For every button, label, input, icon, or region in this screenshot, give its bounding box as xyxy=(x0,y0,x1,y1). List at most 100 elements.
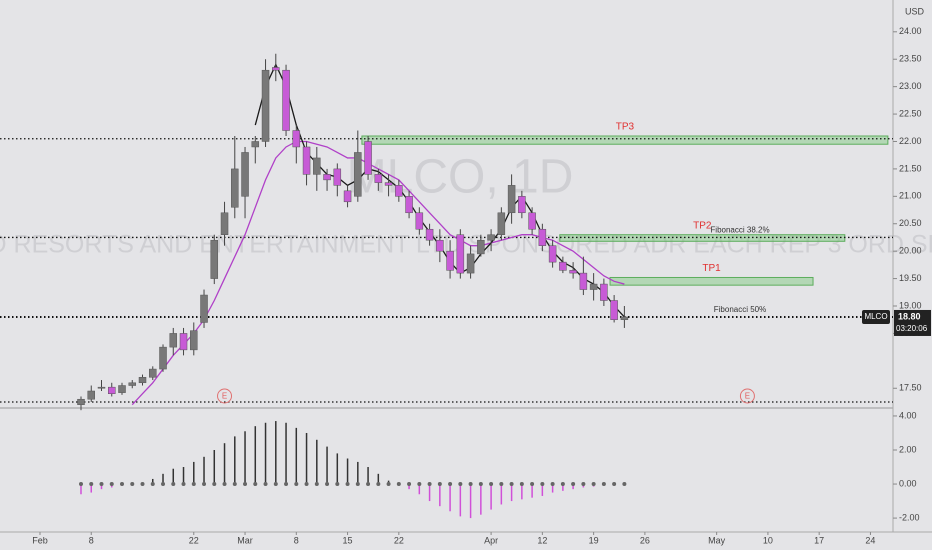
histogram-dot xyxy=(417,482,422,487)
histogram-dot xyxy=(581,482,586,487)
histogram-dot xyxy=(161,482,166,487)
candle-body xyxy=(528,212,536,230)
zone-label: TP2 xyxy=(693,220,712,231)
candle-body xyxy=(282,69,290,131)
candle-body xyxy=(466,253,475,274)
candle-body xyxy=(251,141,260,148)
x-tick-label: Mar xyxy=(237,535,253,545)
x-tick-label: 8 xyxy=(294,535,299,545)
candle-body xyxy=(374,174,383,183)
histogram-dot xyxy=(181,482,186,487)
candle-body xyxy=(405,196,413,214)
y-tick-label: 4.00 xyxy=(899,410,917,420)
histogram-dot xyxy=(458,482,463,487)
histogram-dot xyxy=(499,482,504,487)
x-tick-label: 24 xyxy=(865,535,875,545)
x-tick-label: Feb xyxy=(32,535,48,545)
candle-body xyxy=(323,174,331,181)
candle-body xyxy=(487,234,495,241)
level-label: Fibonacci 50% xyxy=(714,305,766,314)
candle-body xyxy=(569,270,577,274)
candle-body xyxy=(231,168,239,208)
histogram-dot xyxy=(448,482,453,487)
histogram-dot xyxy=(478,482,483,487)
zone-label: TP3 xyxy=(616,122,635,133)
histogram-dot xyxy=(550,482,555,487)
histogram-dot xyxy=(468,482,473,487)
candle-body xyxy=(179,333,188,351)
candle-body xyxy=(507,185,516,214)
candle-body xyxy=(610,300,618,320)
candle-body xyxy=(261,69,270,142)
y-tick-label: 0.00 xyxy=(899,478,917,488)
event-label: E xyxy=(745,392,750,401)
target-zone xyxy=(361,135,889,145)
y-tick-label: 23.00 xyxy=(899,81,922,91)
candle-body xyxy=(272,67,280,71)
candle-body xyxy=(169,333,178,348)
y-tick-label: 22.50 xyxy=(899,108,922,118)
candle-body xyxy=(518,196,526,214)
histogram-dot xyxy=(366,482,371,487)
candle-body xyxy=(220,212,229,235)
histogram-dot xyxy=(130,482,135,487)
histogram-dot xyxy=(212,482,217,487)
candle-body xyxy=(425,228,434,241)
histogram-dot xyxy=(253,482,258,487)
histogram-dot xyxy=(171,482,176,487)
watermark-subtitle: MELCO RESORTS AND ENTERTAINMENT LTD SPON… xyxy=(0,231,932,259)
histogram-dot xyxy=(273,482,278,487)
histogram-dot xyxy=(396,482,401,487)
histogram-dot xyxy=(325,482,330,487)
y-tick-label: 20.00 xyxy=(899,246,922,256)
currency: USD xyxy=(905,6,925,16)
x-tick-label: 19 xyxy=(589,535,599,545)
y-tick-label: 19.50 xyxy=(899,273,922,283)
y-tick-label: 21.00 xyxy=(899,191,922,201)
event-marker xyxy=(739,388,755,404)
y-tick-label: 24.00 xyxy=(899,26,922,36)
histogram-dot xyxy=(376,482,381,487)
candle-body xyxy=(97,386,106,389)
candle-body xyxy=(559,261,567,271)
histogram-dot xyxy=(427,482,432,487)
price-badge xyxy=(894,309,931,336)
histogram-dot xyxy=(571,482,576,487)
x-tick-label: 22 xyxy=(394,535,404,545)
target-zone xyxy=(559,234,846,242)
histogram-dot xyxy=(601,482,606,487)
histogram-dot xyxy=(140,482,145,487)
candle-body xyxy=(128,382,137,386)
candle-body xyxy=(436,239,444,252)
candle-body xyxy=(302,146,311,175)
x-tick-label: 10 xyxy=(763,535,773,545)
target-zone xyxy=(609,276,814,286)
histogram-dot xyxy=(519,482,524,487)
histogram-dot xyxy=(314,482,319,487)
candle-body xyxy=(200,294,208,323)
histogram-dot xyxy=(540,482,545,487)
candle-body xyxy=(138,377,147,384)
histogram-dot xyxy=(89,482,94,487)
histogram-dot xyxy=(622,482,627,487)
histogram-dot xyxy=(345,482,350,487)
event-marker xyxy=(217,388,233,404)
x-tick-label: May xyxy=(708,535,726,545)
histogram-dot xyxy=(509,482,514,487)
histogram-dot xyxy=(284,482,289,487)
level-label: Fibonacci 38.2% xyxy=(710,226,769,235)
candle-body xyxy=(149,368,157,378)
candle-body xyxy=(364,141,372,175)
candle-body xyxy=(415,212,424,230)
candle-body xyxy=(333,168,342,186)
candle-body xyxy=(600,283,608,301)
candle-body xyxy=(241,152,249,197)
histogram-dot xyxy=(335,482,340,487)
histogram-dot xyxy=(591,482,596,487)
candle-body xyxy=(395,185,403,197)
histogram-dot xyxy=(294,482,299,487)
candle-body xyxy=(354,152,362,197)
candle-body xyxy=(190,330,198,351)
histogram-dot xyxy=(232,482,237,487)
